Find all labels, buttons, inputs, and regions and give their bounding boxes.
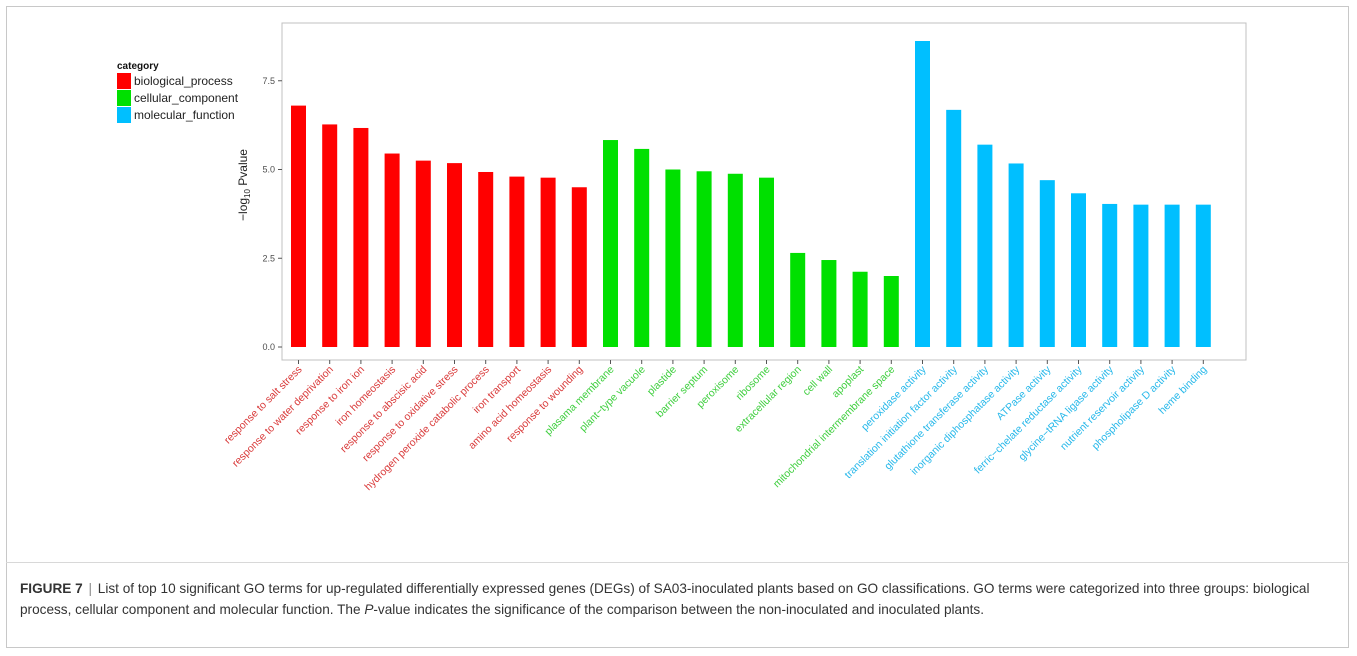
figure-label: FIGURE 7 [20, 581, 83, 596]
caption-separator: | [88, 581, 93, 596]
legend-swatch [117, 107, 131, 123]
y-tick-label: 7.5 [262, 76, 275, 86]
y-tick-label: 0.0 [262, 342, 275, 352]
bar [384, 153, 400, 347]
bar [977, 144, 993, 347]
bar [665, 169, 681, 347]
bar [946, 109, 962, 347]
caption-p-italic: P [364, 602, 374, 617]
bar [478, 171, 494, 347]
bar [322, 124, 338, 347]
bar [415, 160, 431, 347]
bar [1195, 204, 1211, 347]
bar [727, 173, 743, 347]
figure-caption: FIGURE 7 | List of top 10 significant GO… [20, 578, 1338, 620]
bar [915, 41, 930, 347]
legend-label: molecular_function [134, 108, 235, 122]
legend-swatch [117, 73, 131, 89]
bar [634, 148, 650, 347]
y-tick-label: 2.5 [262, 253, 275, 263]
caption-divider [6, 562, 1349, 563]
legend-label: biological_process [134, 74, 233, 88]
bar [603, 140, 618, 347]
x-category-label: ATPase activity [994, 363, 1054, 423]
bar [1071, 193, 1086, 347]
bar [353, 127, 369, 347]
y-axis-title: −log10 Pvalue [236, 149, 252, 221]
bar [509, 176, 525, 347]
plot-panel [281, 22, 1247, 361]
bar [1008, 163, 1024, 347]
bar [821, 260, 837, 347]
x-category-label: translation initiation factor activity [842, 363, 960, 481]
bar [571, 187, 587, 347]
legend-swatch [117, 90, 131, 106]
legend-title: category [117, 61, 159, 72]
bar [447, 163, 462, 347]
figure-frame [6, 6, 1349, 648]
bar [790, 252, 806, 347]
caption-text-1: List of top 10 significant GO terms for … [20, 581, 1310, 617]
bar [1102, 203, 1118, 347]
bar [540, 177, 556, 347]
bar [1133, 204, 1149, 347]
bar [1039, 180, 1055, 347]
legend-label: cellular_component [134, 91, 239, 105]
y-tick-label: 5.0 [262, 165, 275, 175]
bar [852, 271, 868, 347]
bar [696, 171, 712, 347]
bar [883, 276, 899, 347]
bar [291, 105, 306, 348]
caption-text-2: -value indicates the significance of the… [373, 602, 984, 617]
bar [759, 177, 774, 347]
bar [1164, 204, 1180, 347]
